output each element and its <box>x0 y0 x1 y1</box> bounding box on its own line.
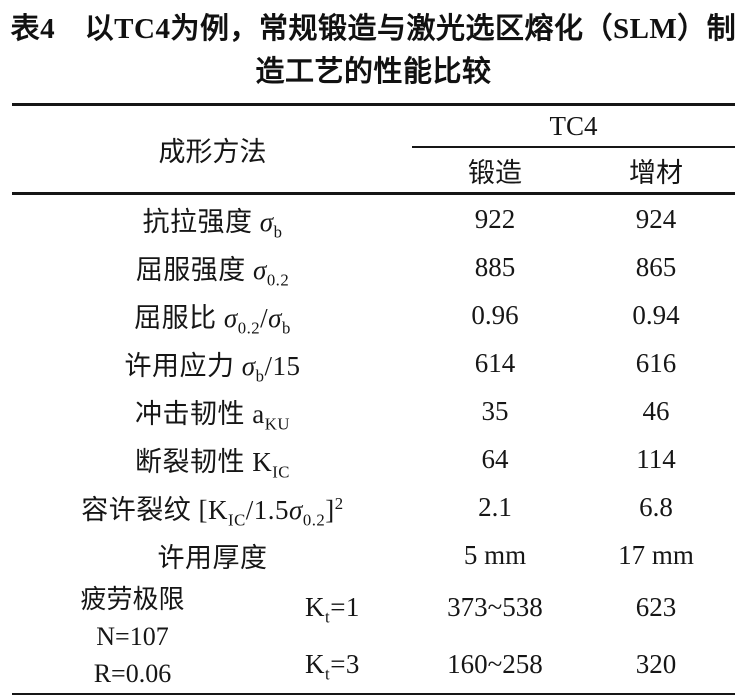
table-row-allowable-crack: 容许裂纹 [KIC/1.5σ0.2]2 2.1 6.8 <box>12 483 734 531</box>
forged-value: 885 <box>474 251 516 282</box>
header-additive: 增材 <box>577 147 735 195</box>
additive-value: 17 mm <box>618 539 694 570</box>
table-row-allowable-stress: 许用应力 σb/15 614 616 <box>12 339 734 387</box>
kt1-label: Kt=1 <box>305 592 360 627</box>
forged-value: 35 <box>481 395 509 426</box>
row-label: 容许裂纹 [KIC/1.5σ0.2]2 <box>81 493 344 529</box>
row-label: 抗拉强度 σb <box>142 206 283 241</box>
additive-value: 6.8 <box>639 491 673 522</box>
additive-value: 320 <box>635 649 677 679</box>
table-caption-line1: 表4 以TC4为例，常规锻造与激光选区熔化（SLM）制 <box>10 13 737 45</box>
row-label: 许用应力 σb/15 <box>124 350 301 385</box>
table-row-tensile-strength: 抗拉强度 σb 922 924 <box>12 194 734 244</box>
table-row-fracture-toughness: 断裂韧性 KIC 64 114 <box>12 435 734 483</box>
table-row-fatigue-kt1: 疲劳极限 N=107 R=0.06 Kt=1 373~538 623 <box>12 579 734 688</box>
row-label: 屈服比 σ0.2/σb <box>134 302 291 337</box>
header-row-process: 锻造 增材 <box>12 147 735 195</box>
table-row-fatigue-kt3: Kt=3 160~258 320 <box>12 636 734 695</box>
fatigue-limit-label: 疲劳极限 N=107 R=0.06 <box>12 579 252 695</box>
additive-value: 924 <box>635 203 677 234</box>
additive-value: 623 <box>635 592 677 622</box>
additive-value: 114 <box>636 443 676 474</box>
table-row-allowable-thickness: 许用厚度 5 mm 17 mm <box>12 531 734 579</box>
table-caption-line2: 造工艺的性能比较 <box>255 56 492 88</box>
table-row-yield-ratio: 屈服比 σ0.2/σb 0.96 0.94 <box>12 291 734 339</box>
table-row-yield-strength: 屈服强度 σ0.2 885 865 <box>12 243 734 291</box>
header-forming-method: 成形方法 <box>12 104 413 195</box>
header-row-material: 成形方法 TC4 <box>12 104 735 195</box>
forged-value: 2.1 <box>478 491 512 522</box>
forged-value: 373~538 <box>447 592 543 622</box>
row-label: 屈服强度 σ0.2 <box>135 254 290 289</box>
additive-value: 616 <box>635 347 677 378</box>
fatigue-limit-line2: N=107 <box>96 621 169 651</box>
table-row-impact-toughness: 冲击韧性 aKU 35 46 <box>12 387 734 435</box>
header-forged: 锻造 <box>412 147 578 195</box>
row-label: 断裂韧性 KIC <box>134 446 290 481</box>
row-label: 冲击韧性 aKU <box>135 398 290 433</box>
forged-value: 160~258 <box>447 649 543 679</box>
table-caption: 表4 以TC4为例，常规锻造与激光选区熔化（SLM）制 造工艺的性能比较 <box>0 8 747 94</box>
performance-comparison-table: 成形方法 TC4 锻造 增材 抗拉强度 σb 922 924 屈服强度 σ0.2… <box>12 103 735 695</box>
kt3-label: Kt=3 <box>305 649 360 684</box>
forged-value: 0.96 <box>471 299 519 330</box>
fatigue-limit-line3: R=0.06 <box>93 658 172 688</box>
row-label: 许用厚度 <box>157 542 268 573</box>
additive-value: 0.94 <box>632 299 680 330</box>
forged-value: 64 <box>481 443 509 474</box>
forged-value: 614 <box>474 347 516 378</box>
header-material-tc4: TC4 <box>412 104 735 148</box>
forged-value: 922 <box>474 203 516 234</box>
forged-value: 5 mm <box>463 539 527 570</box>
additive-value: 865 <box>635 251 677 282</box>
fatigue-limit-line1: 疲劳极限 <box>80 584 185 614</box>
additive-value: 46 <box>642 395 670 426</box>
